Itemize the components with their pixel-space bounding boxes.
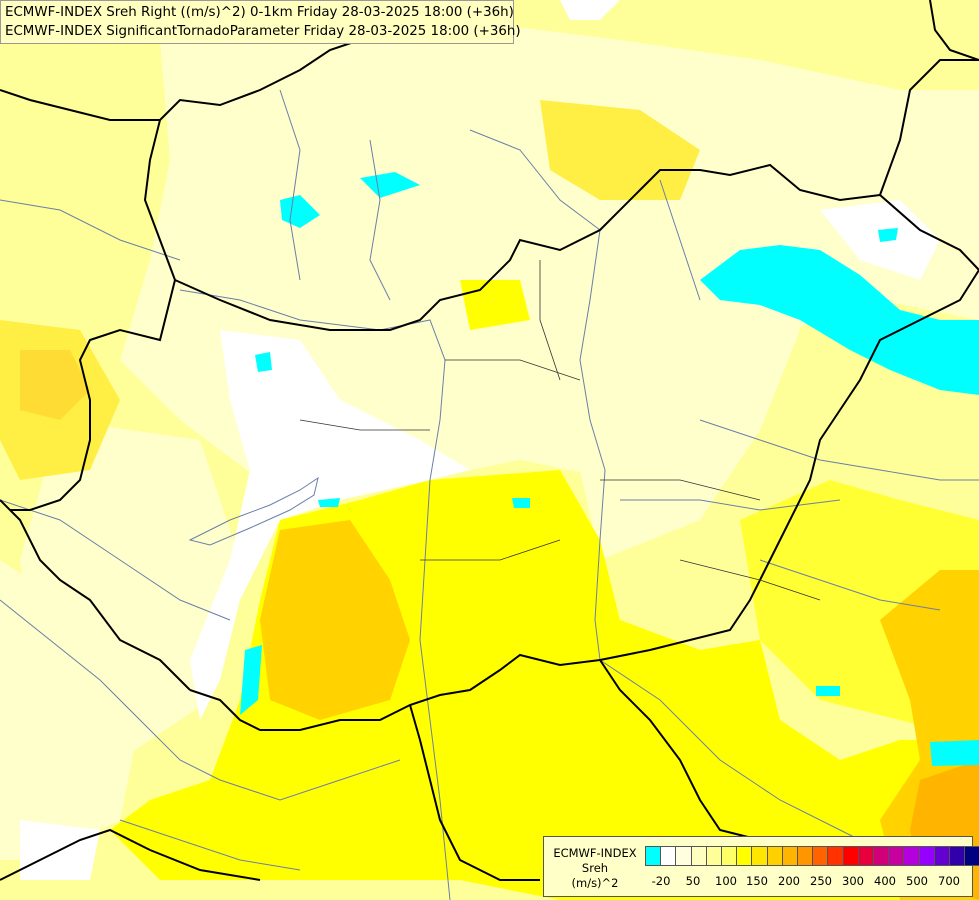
legend-swatch [660, 846, 677, 866]
cyan-patch-east-1 [930, 740, 979, 766]
legend-swatch [721, 846, 738, 866]
balaton-lake [188, 476, 319, 546]
border-sw [0, 828, 261, 881]
river-danube [179, 289, 451, 900]
admin-5 [539, 260, 561, 381]
title-line-1: ECMWF-INDEX Sreh Right ((m/s)^2) 0-1km F… [5, 5, 514, 20]
border-south-2 [599, 659, 761, 841]
legend-tick-label: -20 [651, 874, 671, 888]
cyan-patch-west-2 [318, 498, 340, 507]
orange-field-west-core [20, 350, 90, 420]
border-serbia [189, 653, 601, 731]
legend-swatch [949, 846, 966, 866]
cyan-patch-ne [878, 228, 898, 242]
pale-field-north [120, 20, 979, 500]
legend-tick-label: 150 [746, 874, 768, 888]
legend-tick-label: 500 [906, 874, 928, 888]
border-ne [929, 0, 979, 61]
legend-label: ECMWF-INDEX Sreh (m/s)^2 [548, 846, 642, 891]
legend-swatch [888, 846, 905, 866]
border-slovakia [174, 163, 881, 331]
river-5 [699, 419, 979, 481]
river-1 [0, 199, 181, 261]
cyan-patch-center [255, 352, 272, 372]
border-nw [0, 89, 160, 121]
river-3 [0, 599, 401, 801]
river-4 [599, 659, 901, 861]
legend-swatch [690, 846, 707, 866]
legend-tick-label: 100 [715, 874, 737, 888]
white-field-northeast [560, 0, 620, 20]
pale-field-southwest [0, 560, 140, 860]
legend-swatch [873, 846, 890, 866]
cyan-patch-east-2 [816, 686, 840, 696]
cyan-patch-south [240, 645, 262, 715]
legend-swatch [645, 846, 662, 866]
river-10 [659, 179, 701, 301]
river-tisza [579, 229, 606, 661]
legend-tick-label: 50 [685, 874, 701, 888]
cyan-patch-danube [700, 245, 979, 395]
river-9 [469, 129, 601, 231]
legend-swatch [933, 846, 950, 866]
yellow-field-north [540, 100, 700, 200]
legend-tick-label: 250 [810, 874, 832, 888]
yellow-field-center-north [460, 280, 530, 330]
white-field-center [190, 330, 470, 720]
border-west [143, 119, 176, 281]
admin-2 [600, 479, 761, 501]
legend-swatch [766, 846, 783, 866]
river-12 [119, 819, 301, 871]
river-8 [369, 139, 391, 301]
legend-line-2: Sreh [581, 861, 609, 875]
legend-swatch [812, 846, 829, 866]
border-ukraine [879, 59, 979, 196]
color-legend: ECMWF-INDEX Sreh (m/s)^2 -20 50 100 150 200 2… [543, 836, 979, 897]
legend-tick-label: 300 [842, 874, 864, 888]
legend-tick-label: 200 [778, 874, 800, 888]
legend-swatch [736, 846, 753, 866]
river-7 [279, 89, 301, 281]
legend-line-1: ECMWF-INDEX [553, 846, 637, 860]
admin-3 [420, 539, 561, 561]
cyan-patch-north-2 [360, 172, 420, 198]
admin-6 [679, 559, 821, 601]
border-austria [10, 279, 176, 511]
river-2 [0, 499, 231, 621]
legend-swatch [705, 846, 722, 866]
legend-tick-label: 400 [874, 874, 896, 888]
cyan-patch-center-2 [512, 498, 530, 508]
admin-4 [299, 419, 430, 431]
legend-swatch [827, 846, 844, 866]
legend-swatch [797, 846, 814, 866]
legend-swatch [842, 846, 859, 866]
border-romania [599, 194, 979, 661]
map-title: ECMWF-INDEX Sreh Right ((m/s)^2) 0-1km F… [0, 0, 521, 44]
river-11 [759, 559, 941, 611]
gold-field-west [260, 520, 410, 720]
legend-line-3: (m/s)^2 [571, 876, 619, 890]
admin-1 [445, 359, 581, 381]
legend-swatch [857, 846, 874, 866]
pale-field-east [580, 220, 800, 560]
legend-swatch [675, 846, 692, 866]
legend-swatch [964, 846, 979, 866]
border-croatia [0, 499, 191, 691]
legend-swatch [781, 846, 798, 866]
legend-swatch [751, 846, 768, 866]
border-south-1 [409, 704, 540, 881]
river-6 [620, 499, 841, 511]
legend-tick-label: 700 [938, 874, 960, 888]
title-line-2: ECMWF-INDEX SignificantTornadoParameter … [5, 24, 521, 39]
legend-swatch [903, 846, 920, 866]
legend-swatch [918, 846, 935, 866]
